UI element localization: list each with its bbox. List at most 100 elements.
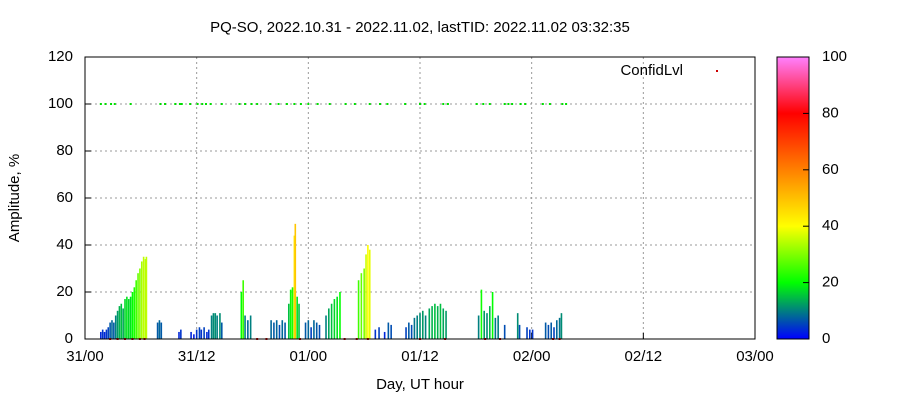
bar — [410, 324, 413, 339]
bar — [156, 322, 159, 339]
bar — [122, 308, 124, 339]
bar — [206, 331, 208, 339]
bar — [560, 313, 563, 339]
bar — [419, 313, 421, 339]
bar — [390, 324, 392, 339]
bar — [144, 259, 147, 339]
bar — [544, 322, 547, 339]
bar — [555, 320, 558, 339]
confidence-point — [344, 103, 347, 105]
confidence-point — [269, 103, 272, 105]
bar — [105, 329, 108, 339]
confidence-point — [378, 103, 381, 105]
bar — [289, 289, 292, 339]
confidence-point — [178, 103, 181, 105]
bar — [365, 254, 367, 339]
bar — [413, 317, 416, 339]
y-tick-label: 100 — [48, 95, 73, 112]
bar — [428, 308, 431, 339]
confidence-point — [353, 103, 356, 105]
bar — [313, 320, 315, 339]
bar — [127, 299, 130, 339]
bar — [491, 292, 494, 339]
confidence-point — [519, 103, 522, 105]
bar — [436, 306, 439, 339]
x-tick-label: 02/12 — [625, 348, 663, 365]
bar — [442, 308, 445, 339]
y-tick-label: 40 — [56, 236, 73, 253]
bar — [100, 331, 102, 339]
bar — [526, 327, 528, 339]
bar — [315, 322, 318, 339]
confidence-point — [159, 103, 162, 105]
bar — [120, 303, 123, 339]
x-tick-label: 01/00 — [290, 348, 328, 365]
confidence-point — [565, 103, 568, 105]
bar — [278, 324, 281, 339]
bar — [284, 322, 286, 339]
y-tick-label: 20 — [56, 283, 73, 300]
bar — [195, 329, 198, 339]
bar — [477, 315, 480, 339]
bar — [488, 306, 491, 339]
bar — [249, 315, 252, 339]
confidence-point — [507, 103, 510, 105]
bar — [307, 320, 310, 339]
colorbar-tick-label: 20 — [822, 274, 839, 291]
bar — [126, 296, 128, 339]
confidence-point — [99, 103, 102, 105]
confidence-point — [110, 103, 113, 105]
bar — [240, 292, 243, 339]
confidence-point — [220, 103, 223, 105]
bar — [137, 273, 139, 339]
bar — [133, 287, 136, 339]
bar — [494, 317, 497, 339]
confidence-point — [180, 103, 183, 105]
bar — [325, 315, 327, 339]
bar — [553, 327, 555, 339]
bar — [480, 289, 483, 339]
bar — [360, 273, 363, 339]
bar — [145, 256, 148, 339]
bar — [318, 324, 321, 339]
confidence-point — [277, 103, 280, 105]
y-tick-label: 60 — [56, 189, 73, 206]
x-tick-label: 02/00 — [513, 348, 551, 365]
x-tick-label: 03/00 — [736, 348, 774, 365]
bar — [387, 322, 390, 339]
legend-label: ConfidLvl — [620, 62, 683, 79]
confidence-point — [404, 103, 407, 105]
confidence-point — [524, 103, 527, 105]
colorbar — [776, 56, 810, 340]
bar — [131, 292, 134, 339]
bar — [336, 296, 338, 339]
confidence-point — [201, 103, 204, 105]
confidence-point — [541, 103, 544, 105]
confidence-point — [104, 103, 107, 105]
confidence-point — [285, 103, 288, 105]
bar — [101, 329, 104, 339]
bar — [434, 303, 436, 339]
bar — [287, 303, 290, 339]
bar — [439, 303, 442, 339]
bar — [445, 310, 447, 339]
x-tick-label: 31/00 — [66, 348, 104, 365]
bar — [111, 320, 113, 339]
plot-frame — [84, 56, 756, 340]
colorbar-tick-label: 40 — [822, 217, 839, 234]
bar — [273, 322, 275, 339]
confidence-point — [256, 103, 259, 105]
bar — [140, 261, 143, 339]
confidence-point — [488, 103, 491, 105]
confidence-point — [561, 103, 564, 105]
bar — [135, 280, 137, 339]
bar — [333, 299, 336, 339]
confidence-point — [475, 103, 478, 105]
bar — [193, 334, 195, 339]
bar — [328, 308, 330, 339]
bar — [304, 322, 307, 339]
bar — [214, 313, 217, 339]
bar — [190, 331, 192, 339]
bar — [550, 322, 553, 339]
bar — [357, 280, 360, 339]
